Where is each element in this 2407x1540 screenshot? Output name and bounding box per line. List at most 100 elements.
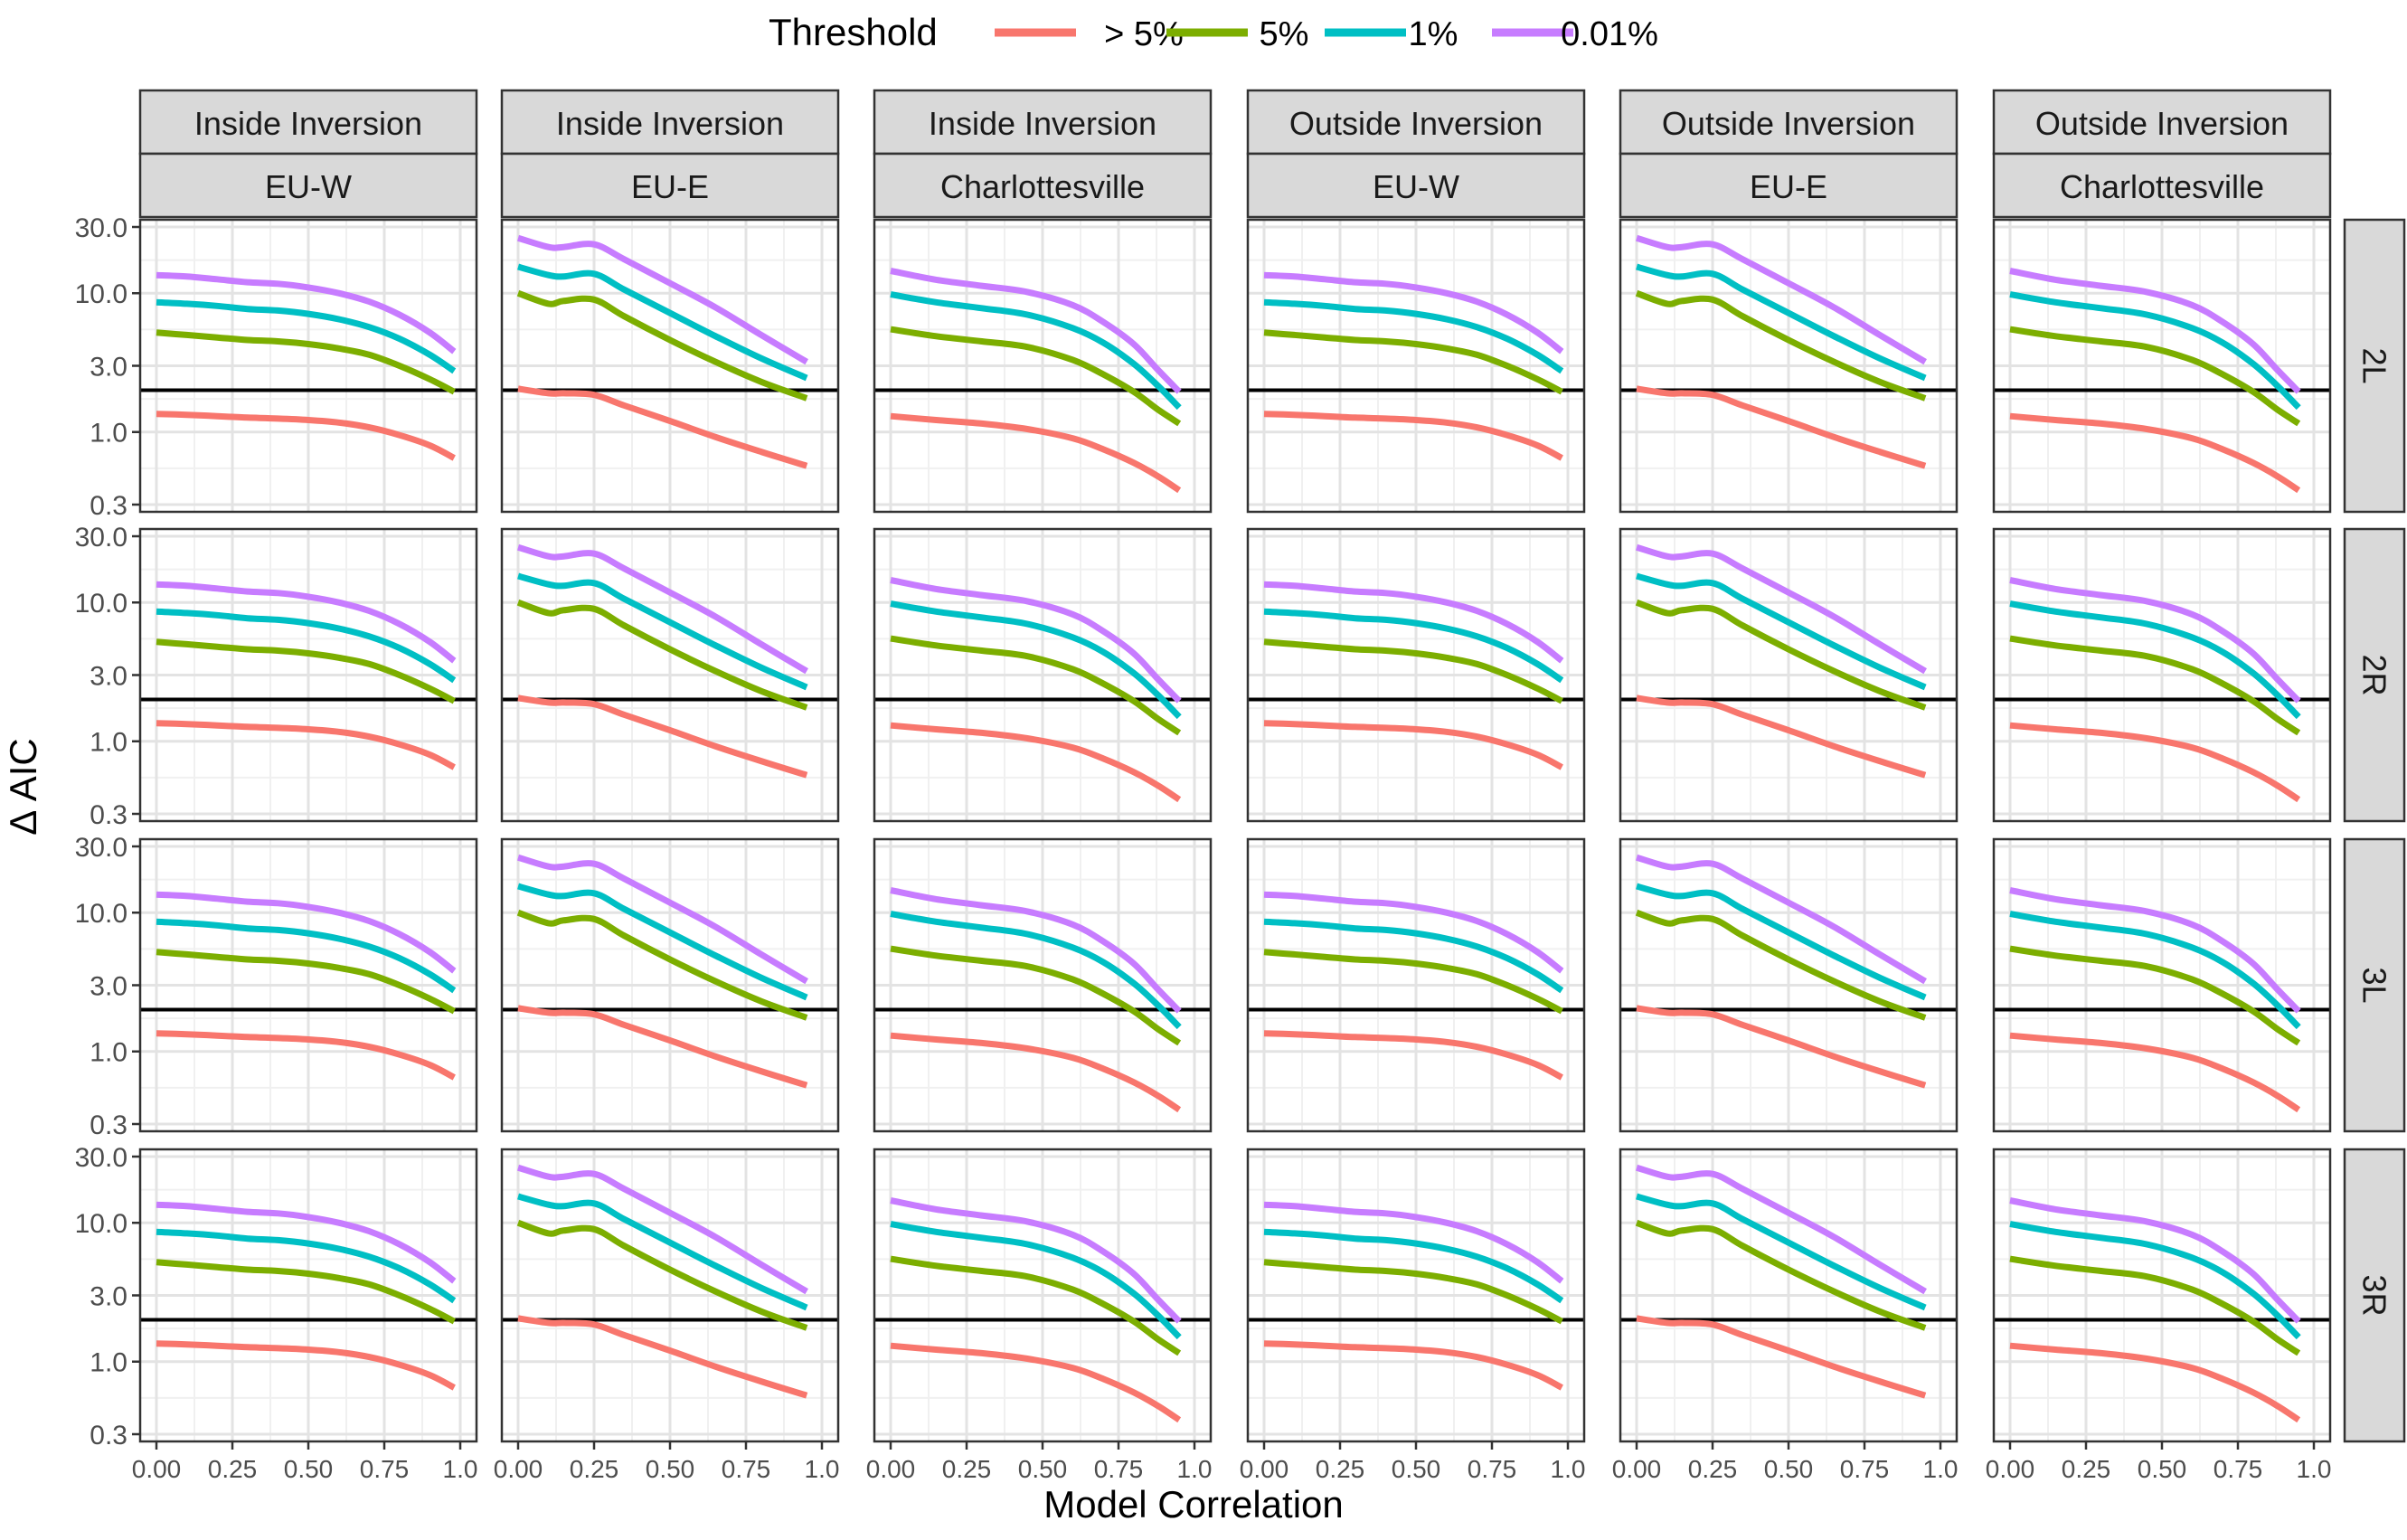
x-tick-label: 1.0 [2297,1455,2332,1483]
series-line [2009,1032,2301,1113]
column-strip: Outside Inversion EU-W [1246,89,1586,219]
y-tick-label: 30.0 [75,1143,127,1173]
series-line [890,1221,1182,1340]
facet-panel [1992,1148,2332,1443]
panel-border [500,527,840,823]
legend-entry: 5% [1166,15,1308,53]
series-line [517,854,808,985]
series-line [156,411,456,461]
column-strip: Outside Inversion EU-E [1619,89,1959,219]
x-tick-label: 0.00 [866,1455,916,1483]
series-line [517,1193,808,1311]
x-tick-label: 0.00 [1612,1455,1662,1483]
panel-border [1619,218,1959,514]
y-tick-label: 3.0 [90,662,127,692]
y-axis-label: Δ AIC [2,738,44,835]
strip-label-bottom: Charlottesville [2060,168,2264,205]
x-tick-label: 0.75 [360,1455,410,1483]
series-line [156,638,456,704]
series-line [1636,385,1927,469]
series-line [2009,326,2301,427]
facet-panel [1246,1148,1586,1443]
series-line [1263,1340,1563,1391]
series-line [517,385,808,469]
y-tick-label: 30.0 [75,213,127,243]
row-strip-label: 3L [2356,967,2393,1003]
y-tick-label: 10.0 [75,899,127,929]
strip-background [1992,152,2332,219]
series-line [1263,329,1563,395]
series-line [156,1030,456,1081]
strip-background [2343,1148,2406,1443]
series-line [1263,891,1564,974]
series-line [156,1340,456,1391]
x-tick-label: 0.75 [1840,1455,1890,1483]
series-line [156,1228,457,1304]
series-line [2009,600,2301,720]
series-line [156,949,456,1015]
series-line [1635,599,1927,711]
series-line [2009,577,2301,704]
x-tick-label: 0.00 [1240,1455,1289,1483]
series-line [1635,1219,1927,1331]
series-line [1263,1201,1564,1284]
strip-label-top: Inside Inversion [194,105,422,142]
legend-title: Threshold [769,11,938,53]
panel-border [500,218,840,514]
series-line [516,599,808,711]
series-line [2009,1197,2301,1324]
row-strips: 2L 2R 3L 3R [2343,218,2406,1443]
legend-entry: > 5% [995,15,1184,53]
series-line [156,298,457,374]
strip-label-bottom: EU-W [1373,168,1459,205]
facet-panel [873,218,1213,514]
x-tick-label: 1.0 [1923,1455,1959,1483]
x-axis-ticks: 0.00 0.25 0.50 0.75 1.0 0.00 0.25 0.50 0.75 1.0 0.… [132,1441,2332,1483]
y-tick-label: 0.3 [90,800,127,830]
series-line [156,1259,456,1325]
series-line [517,572,808,691]
series-line [1636,1193,1927,1311]
legend-entries: > 5% 5% 1% 0.01% [995,15,1658,53]
strip-background [1619,152,1959,219]
strip-background [1246,152,1586,219]
series-line [2009,291,2301,411]
strip-background [1619,89,1959,156]
series-line [890,722,1182,803]
row-strip: 2R [2343,527,2406,823]
series-line [890,1342,1182,1423]
series-line [890,412,1182,494]
series-line [890,911,1182,1030]
series-line [156,329,456,395]
series-line [517,263,808,382]
y-tick-label: 0.3 [90,491,127,521]
facet-panel [1246,218,1586,514]
series-line [890,600,1182,720]
series-line [517,1315,808,1399]
series-line [1635,289,1927,402]
strip-label-top: Inside Inversion [929,105,1156,142]
facet-panel [138,218,478,514]
x-tick-label: 0.25 [942,1455,992,1483]
series-line [2009,911,2301,1030]
series-line [1263,949,1563,1015]
strip-label-top: Inside Inversion [556,105,784,142]
column-strips: Inside Inversion EU-W Inside Inversion EU-E… [138,89,2332,219]
series-line [1263,608,1564,684]
y-tick-label: 1.0 [90,1348,127,1378]
panel-border [1246,218,1586,514]
strip-background [500,152,840,219]
x-tick-label: 0.75 [722,1455,771,1483]
series-line [2009,1255,2301,1356]
y-tick-label: 0.3 [90,1110,127,1140]
series-line [516,909,808,1021]
panel-border [873,837,1213,1133]
facet-panel [1619,527,1959,823]
facet-panel [873,1148,1213,1443]
series-line [1636,854,1927,985]
facet-panel [138,837,478,1133]
x-tick-label: 0.00 [494,1455,543,1483]
series-line [890,268,1182,394]
x-tick-label: 1.0 [443,1455,478,1483]
x-tick-label: 0.50 [2138,1455,2187,1483]
